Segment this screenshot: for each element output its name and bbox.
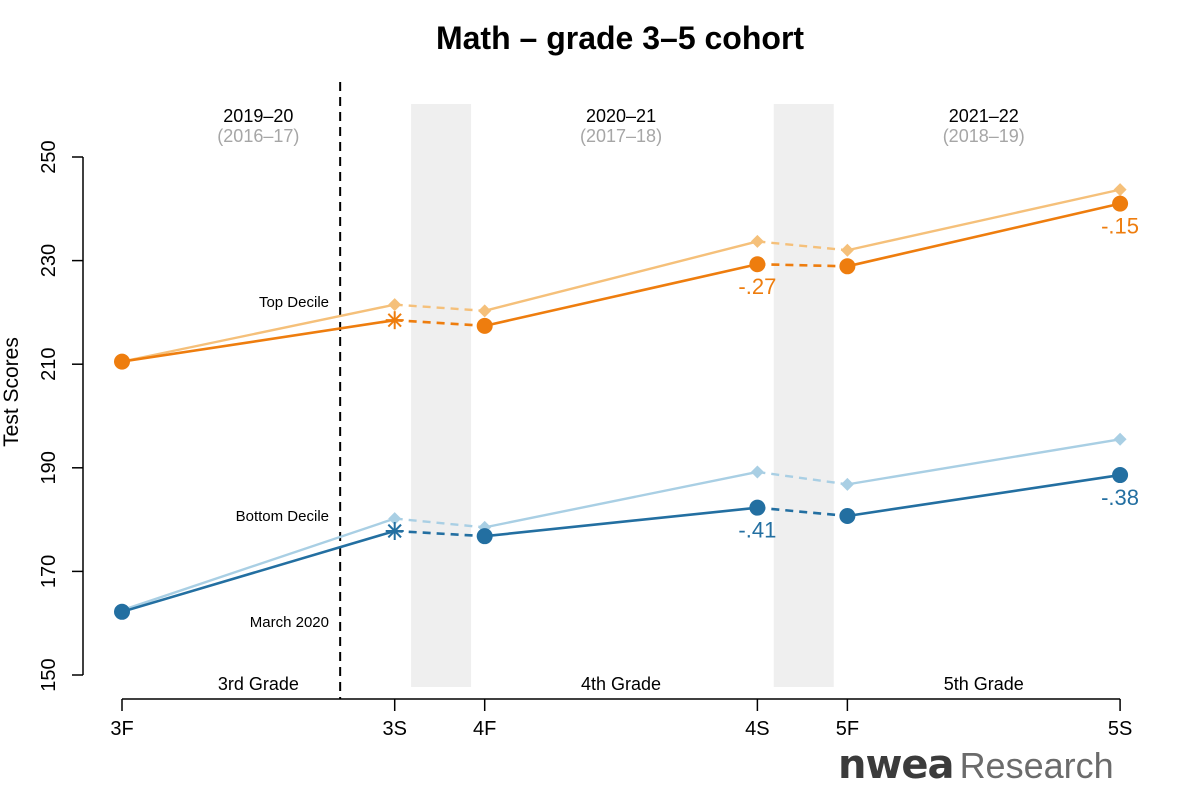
series-segment: [757, 506, 848, 518]
series-lines: [121, 188, 1121, 614]
series-segment: [484, 262, 758, 328]
series-segment: [121, 318, 395, 363]
school-year-sublabel: (2017–18): [580, 126, 662, 146]
data-point: [840, 243, 854, 257]
nwea-research-logo: nwea Research: [838, 742, 1114, 792]
effect-size-label: -.15: [1101, 214, 1139, 239]
summer-band: [773, 104, 834, 687]
data-point: [478, 304, 492, 318]
summer-band: [411, 104, 472, 687]
series-segment: [394, 517, 485, 529]
data-point: [1112, 195, 1129, 212]
school-year-label: 2019–20: [223, 106, 293, 126]
data-point: [840, 477, 854, 491]
school-year-sublabel: (2016–17): [217, 126, 299, 146]
brand-suffix: Research: [959, 745, 1114, 786]
effect-size-label: -.27: [738, 274, 776, 299]
series-segment: [847, 438, 1121, 486]
series-segment: [847, 188, 1121, 252]
grade-label: 5th Grade: [944, 674, 1024, 694]
data-point: [476, 317, 493, 334]
grade-label: 3rd Grade: [218, 674, 299, 694]
y-tick-label: 190: [38, 451, 60, 484]
data-point: [114, 353, 130, 370]
series-segment: [121, 303, 395, 363]
school-year-sublabel: (2018–19): [943, 126, 1025, 146]
y-tick-label: 230: [38, 244, 60, 277]
x-tick-label: 3S: [382, 718, 406, 740]
star-marker: [387, 313, 402, 328]
series-segment: [394, 303, 485, 313]
series-segment: [394, 529, 485, 538]
data-point: [1113, 183, 1127, 197]
data-point: [114, 603, 130, 620]
chart-title: Math – grade 3–5 cohort: [435, 20, 805, 56]
summer-bands: [411, 104, 834, 687]
axes: 150 170 190 210 230 250 3F 3S 4F 4S 5F 5S: [38, 82, 1132, 740]
data-point: [476, 528, 493, 545]
series-segment: [394, 318, 485, 328]
series-segment: [484, 506, 758, 538]
data-point: [1113, 432, 1127, 446]
series-markers: [114, 183, 1129, 620]
series-segment: [757, 240, 848, 252]
data-point: [749, 499, 766, 516]
series-segment: [121, 517, 396, 612]
data-point: [839, 507, 856, 524]
y-axis-title: Test Scores: [0, 337, 23, 447]
effect-size-labels: -.27 -.15 -.41 -.38: [738, 214, 1139, 543]
x-tick-label: 3F: [110, 718, 133, 740]
data-point: [839, 258, 856, 275]
data-point: [749, 256, 766, 273]
series-segment: [121, 529, 396, 614]
data-point: [750, 234, 764, 248]
data-point: [750, 465, 764, 479]
data-point: [388, 512, 402, 526]
y-tick-label: 250: [38, 140, 60, 173]
series-segment: [757, 262, 848, 268]
y-tick-label: 210: [38, 348, 60, 381]
effect-size-label: -.38: [1101, 485, 1139, 510]
series-segment: [484, 470, 758, 529]
x-tick-label: 5S: [1108, 718, 1132, 740]
grade-label: 4th Grade: [581, 674, 661, 694]
school-year-label: 2020–21: [586, 106, 656, 126]
x-tick-label: 4S: [745, 718, 769, 740]
series-segment: [847, 473, 1121, 518]
star-marker: [387, 523, 402, 539]
x-tick-label: 4F: [473, 718, 496, 740]
series-segment: [847, 202, 1121, 268]
x-tick-label: 5F: [836, 718, 859, 740]
y-tick-label: 170: [38, 555, 60, 588]
data-point: [388, 298, 402, 312]
effect-size-label: -.41: [738, 518, 776, 543]
annotation-march-2020: March 2020: [250, 614, 329, 631]
annotation-top-decile: Top Decile: [259, 294, 329, 311]
y-tick-label: 150: [38, 658, 60, 691]
school-year-label: 2021–22: [949, 106, 1019, 126]
series-segment: [484, 240, 758, 313]
annotation-bottom-decile: Bottom Decile: [236, 508, 329, 525]
series-segment: [757, 470, 848, 486]
brand-name: nwea: [838, 742, 955, 788]
period-labels: 2019–20(2016–17) 2020–21(2017–18) 2021–22(…: [217, 106, 1024, 694]
data-point: [1112, 467, 1129, 484]
